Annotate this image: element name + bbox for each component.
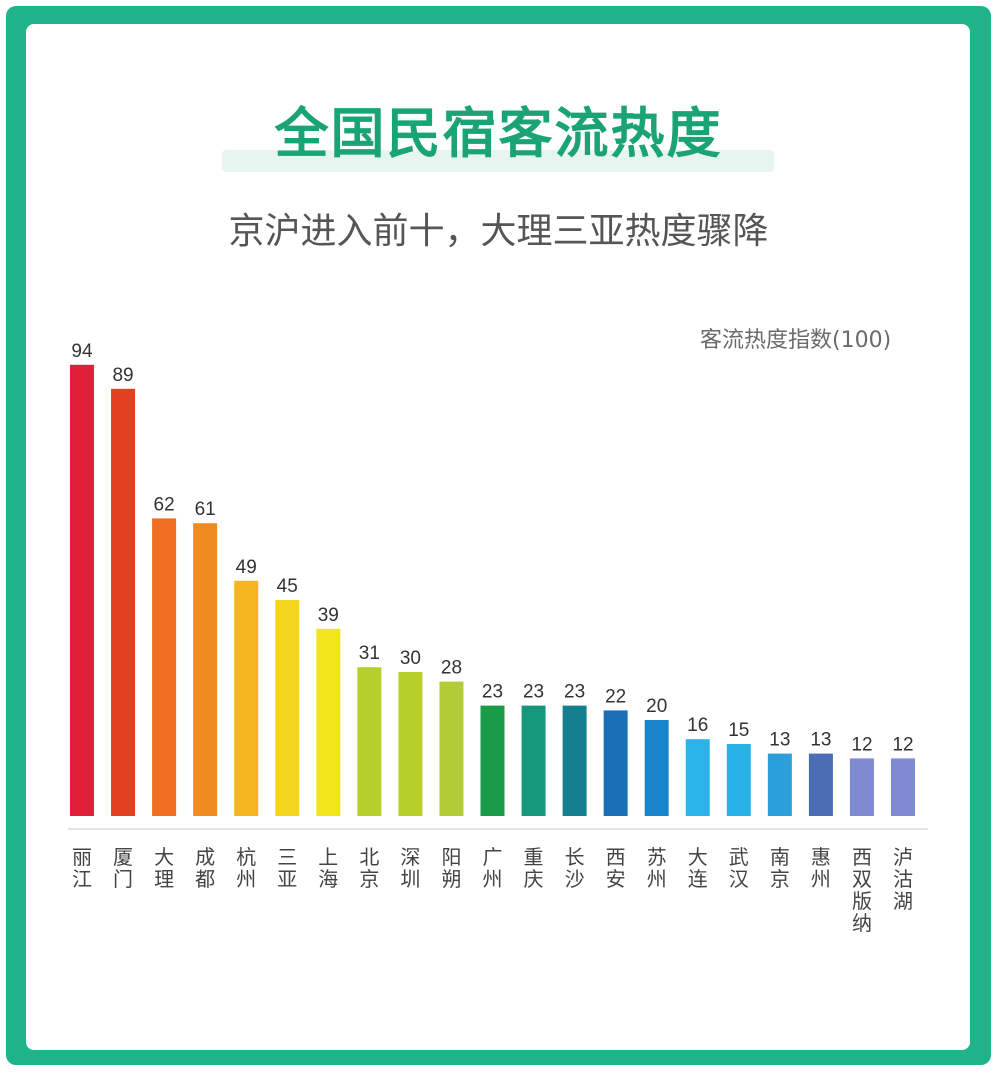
category-label: 广州 [483,845,503,891]
bar-泸沽湖 [891,758,915,816]
value-label: 16 [687,715,708,736]
category-label: 西安 [606,845,626,891]
category-label: 西双版纳 [852,845,872,935]
category-label: 深圳 [400,845,420,891]
value-label: 23 [482,682,503,703]
bar-大连 [685,739,710,816]
bar-北京 [357,667,382,816]
chart-title: 全国民宿客流热度 [274,102,723,165]
category-label: 惠州 [811,845,831,891]
category-label: 杭州 [236,845,256,891]
chart-card [26,24,970,1050]
bar-深圳 [398,672,423,816]
title-container: 全国民宿客流热度 [0,98,997,170]
bar-大理 [152,518,177,816]
category-label: 南京 [770,845,790,891]
value-label: 62 [154,494,175,515]
category-label: 阳朔 [441,845,461,891]
title-highlight-band [222,150,774,172]
bar-厦门 [111,388,136,816]
value-label: 89 [112,365,133,386]
bar-惠州 [808,753,833,816]
value-label: 31 [359,643,380,664]
unit-label: 客流热度指数(100) [700,328,892,353]
bar-杭州 [234,580,259,816]
value-label: 20 [646,696,667,717]
value-label: 23 [564,682,585,703]
bar-广州 [480,705,505,816]
category-label: 大连 [688,845,708,891]
category-label: 上海 [318,845,338,891]
bar-阳朔 [439,681,464,816]
chart-subtitle: 京沪进入前十，大理三亚热度骤降 [228,211,769,252]
category-label: 成都 [195,845,215,891]
bar-长沙 [562,705,587,816]
value-label: 23 [523,682,544,703]
bar-武汉 [726,744,751,816]
bar-成都 [193,523,218,816]
category-label: 武汉 [729,845,749,891]
bar-苏州 [644,720,669,816]
category-label: 三亚 [277,845,297,891]
bar-西双版纳 [849,758,874,816]
category-label: 丽江 [72,845,92,891]
category-label: 厦门 [113,845,133,891]
category-label: 泸沽湖 [893,845,913,913]
value-label: 30 [400,648,421,669]
category-label: 大理 [154,845,174,891]
value-label: 61 [195,499,216,520]
value-label: 12 [892,734,913,755]
value-label: 12 [851,734,872,755]
category-label: 重庆 [524,845,544,891]
value-label: 94 [71,341,93,362]
bars-group: 94 丽江 89 厦门 62 大理 61 成都 49 杭州 45 三亚 39 上海 31 北京 30 深圳 28 阳朔… [70,341,915,935]
value-label: 28 [441,658,462,679]
bar-丽江 [70,364,94,816]
value-label: 45 [277,576,298,597]
bar-西安 [603,710,628,816]
category-label: 长沙 [565,845,585,891]
bar-重庆 [521,705,546,816]
value-label: 15 [728,720,749,741]
bar-南京 [767,753,792,816]
bar-上海 [316,628,341,816]
bar-三亚 [275,600,300,816]
value-label: 13 [769,730,790,751]
category-label: 北京 [359,845,379,891]
category-label: 苏州 [647,845,667,891]
value-label: 39 [318,605,339,626]
value-label: 22 [605,686,626,707]
value-label: 13 [810,730,831,751]
value-label: 49 [236,557,257,578]
